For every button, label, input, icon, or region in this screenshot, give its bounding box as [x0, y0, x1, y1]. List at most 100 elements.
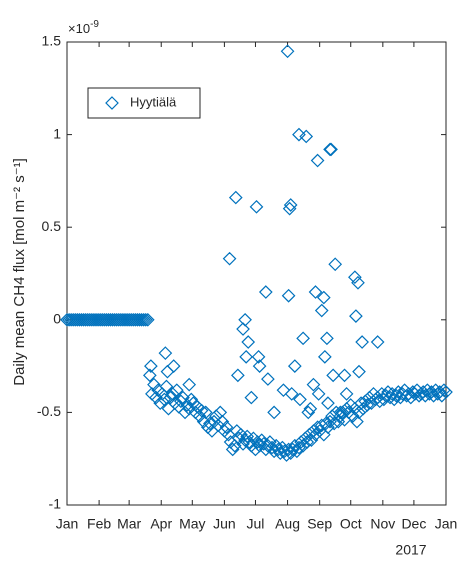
y-tick-label: 1.5: [42, 33, 62, 49]
point: [140, 312, 155, 327]
point: [306, 424, 321, 438]
point: [231, 368, 245, 383]
point: [219, 420, 234, 435]
y-tick-label: -0.5: [37, 403, 61, 419]
y-tick-label: 0.5: [42, 218, 62, 234]
point: [385, 387, 400, 401]
y-tick-label: -1: [49, 496, 62, 512]
point: [351, 275, 365, 290]
legend-label: Hyytiälä: [130, 94, 177, 109]
point: [292, 127, 306, 142]
point: [180, 398, 194, 412]
point: [244, 390, 259, 405]
point: [391, 385, 406, 399]
point: [293, 392, 307, 407]
point: [321, 396, 335, 410]
point: [356, 401, 371, 416]
point: [144, 359, 158, 373]
x-tick-label: May: [179, 516, 205, 532]
point: [159, 379, 174, 394]
point: [303, 401, 318, 416]
point: [300, 435, 315, 449]
x-tick-label: Mar: [117, 516, 141, 532]
point: [182, 401, 197, 416]
point: [256, 437, 271, 451]
point: [136, 312, 151, 327]
point: [317, 349, 332, 364]
point: [163, 390, 178, 405]
point: [370, 335, 385, 349]
x-tick-label: Nov: [370, 516, 395, 532]
point: [147, 377, 161, 392]
point: [261, 372, 275, 386]
x-tick-label: Feb: [87, 516, 111, 532]
x-tick-label: Sep: [307, 516, 332, 532]
point: [153, 396, 168, 410]
point: [349, 309, 363, 323]
point: [222, 251, 237, 266]
point: [281, 288, 296, 303]
point: [335, 405, 350, 420]
point: [306, 377, 321, 392]
point: [248, 442, 263, 457]
point: [263, 435, 277, 449]
point: [316, 290, 331, 305]
point: [134, 312, 149, 327]
point: [267, 405, 281, 420]
point: [241, 335, 256, 349]
point: [311, 387, 326, 401]
point: [308, 285, 323, 299]
point: [320, 331, 334, 346]
point: [352, 405, 366, 420]
point: [389, 388, 404, 403]
point: [323, 142, 337, 157]
point: [166, 359, 181, 373]
y-tick-label: 1: [53, 125, 61, 141]
point: [314, 303, 329, 318]
point: [238, 312, 252, 327]
point: [280, 44, 295, 59]
point: [287, 359, 302, 373]
point: [251, 349, 266, 364]
point: [158, 346, 173, 360]
point: [157, 392, 172, 407]
y-exponent: ×10-9: [68, 19, 99, 37]
y-exponent-base: ×10: [68, 21, 90, 36]
point: [408, 387, 422, 401]
x-tick-label: Dec: [401, 516, 426, 532]
point: [348, 270, 362, 285]
point: [360, 398, 375, 412]
point: [149, 390, 163, 405]
plot-box: [66, 41, 447, 506]
point: [249, 199, 264, 214]
point: [276, 383, 291, 398]
point: [327, 416, 342, 431]
y-exponent-power: -9: [90, 19, 99, 30]
point: [345, 409, 360, 423]
legend-marker: [105, 96, 119, 110]
point: [184, 392, 199, 407]
point: [258, 285, 273, 299]
point: [299, 129, 314, 144]
point: [182, 377, 197, 392]
point: [350, 414, 364, 429]
point: [328, 257, 343, 272]
point: [326, 368, 340, 383]
point: [225, 442, 240, 457]
point: [236, 322, 250, 336]
point: [301, 405, 316, 420]
y-axis-label: Daily mean CH4 flux [mol m⁻² s⁻¹]: [11, 158, 28, 386]
x-year-label: 2017: [395, 542, 426, 558]
point: [374, 387, 389, 401]
x-tick-label: Jan: [435, 516, 458, 532]
y-tick-label: 0: [53, 311, 61, 327]
point: [228, 190, 243, 205]
point: [198, 405, 213, 420]
point: [296, 331, 310, 346]
point: [337, 368, 352, 383]
x-tick-label: Oct: [340, 516, 362, 532]
x-tick-label: Jul: [247, 516, 265, 532]
point: [355, 335, 369, 349]
